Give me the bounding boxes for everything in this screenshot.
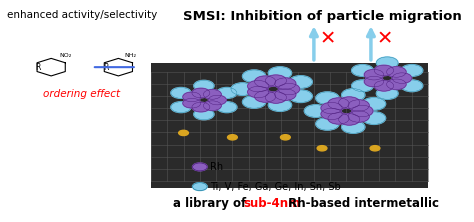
Circle shape xyxy=(289,76,312,88)
Text: a library of: a library of xyxy=(173,197,251,210)
Circle shape xyxy=(278,83,300,95)
Circle shape xyxy=(348,111,369,122)
Polygon shape xyxy=(151,63,428,188)
Circle shape xyxy=(328,113,349,124)
Text: R: R xyxy=(35,63,40,72)
Circle shape xyxy=(387,79,406,89)
Circle shape xyxy=(321,108,342,120)
Circle shape xyxy=(342,89,365,101)
Circle shape xyxy=(374,81,394,91)
Circle shape xyxy=(192,183,207,190)
Circle shape xyxy=(194,109,214,120)
Circle shape xyxy=(376,88,398,99)
Circle shape xyxy=(352,105,373,117)
Circle shape xyxy=(192,102,210,112)
Circle shape xyxy=(363,98,386,110)
Circle shape xyxy=(255,76,276,87)
Text: enhanced activity/selectivity: enhanced activity/selectivity xyxy=(7,10,157,20)
Text: NO₂: NO₂ xyxy=(59,53,72,57)
Circle shape xyxy=(192,88,210,98)
Circle shape xyxy=(392,73,411,83)
Circle shape xyxy=(192,163,207,171)
Circle shape xyxy=(255,91,276,102)
Circle shape xyxy=(209,95,226,105)
Text: R: R xyxy=(103,63,108,72)
Text: ✕: ✕ xyxy=(377,29,393,48)
Circle shape xyxy=(275,78,296,89)
Circle shape xyxy=(321,102,342,114)
Circle shape xyxy=(281,135,290,140)
Text: Rh-based intermetallic: Rh-based intermetallic xyxy=(284,197,439,210)
Circle shape xyxy=(179,130,189,136)
Circle shape xyxy=(183,98,201,108)
Circle shape xyxy=(338,114,360,125)
Text: Rh: Rh xyxy=(210,162,223,172)
Circle shape xyxy=(217,102,237,113)
Circle shape xyxy=(194,80,214,91)
Circle shape xyxy=(401,65,423,76)
Circle shape xyxy=(348,100,369,111)
Circle shape xyxy=(289,90,312,103)
Circle shape xyxy=(363,112,386,124)
Circle shape xyxy=(328,98,349,109)
Circle shape xyxy=(243,70,266,82)
Circle shape xyxy=(317,146,327,151)
Circle shape xyxy=(217,87,237,98)
Text: Ti, V, Fe, Ga, Ge, In, Sn, Sb: Ti, V, Fe, Ga, Ge, In, Sn, Sb xyxy=(210,182,341,192)
Text: NH₂: NH₂ xyxy=(125,53,137,57)
Circle shape xyxy=(265,75,286,86)
Circle shape xyxy=(171,87,191,98)
Circle shape xyxy=(268,99,292,111)
Text: ordering effect: ordering effect xyxy=(43,89,120,99)
Circle shape xyxy=(338,97,360,108)
Circle shape xyxy=(247,80,269,92)
Text: sub-4nm: sub-4nm xyxy=(244,197,301,210)
Circle shape xyxy=(374,65,394,76)
Text: SMSI: Inhibition of particle migration: SMSI: Inhibition of particle migration xyxy=(182,10,461,23)
Circle shape xyxy=(228,135,237,140)
Circle shape xyxy=(376,57,398,69)
Circle shape xyxy=(183,92,201,102)
Circle shape xyxy=(387,67,406,77)
Text: ✕: ✕ xyxy=(320,29,337,48)
Circle shape xyxy=(304,105,328,117)
Circle shape xyxy=(370,146,380,151)
Circle shape xyxy=(171,102,191,113)
Circle shape xyxy=(268,67,292,79)
Circle shape xyxy=(401,80,423,92)
Circle shape xyxy=(203,89,221,99)
Circle shape xyxy=(247,86,269,98)
Circle shape xyxy=(243,96,266,108)
Circle shape xyxy=(316,118,339,130)
Circle shape xyxy=(231,83,254,95)
Circle shape xyxy=(342,121,365,133)
Circle shape xyxy=(203,101,221,111)
Circle shape xyxy=(364,76,384,87)
Circle shape xyxy=(275,89,296,100)
Circle shape xyxy=(316,92,339,104)
Circle shape xyxy=(364,69,384,80)
Circle shape xyxy=(265,92,286,103)
Circle shape xyxy=(352,80,374,92)
Circle shape xyxy=(352,65,374,76)
